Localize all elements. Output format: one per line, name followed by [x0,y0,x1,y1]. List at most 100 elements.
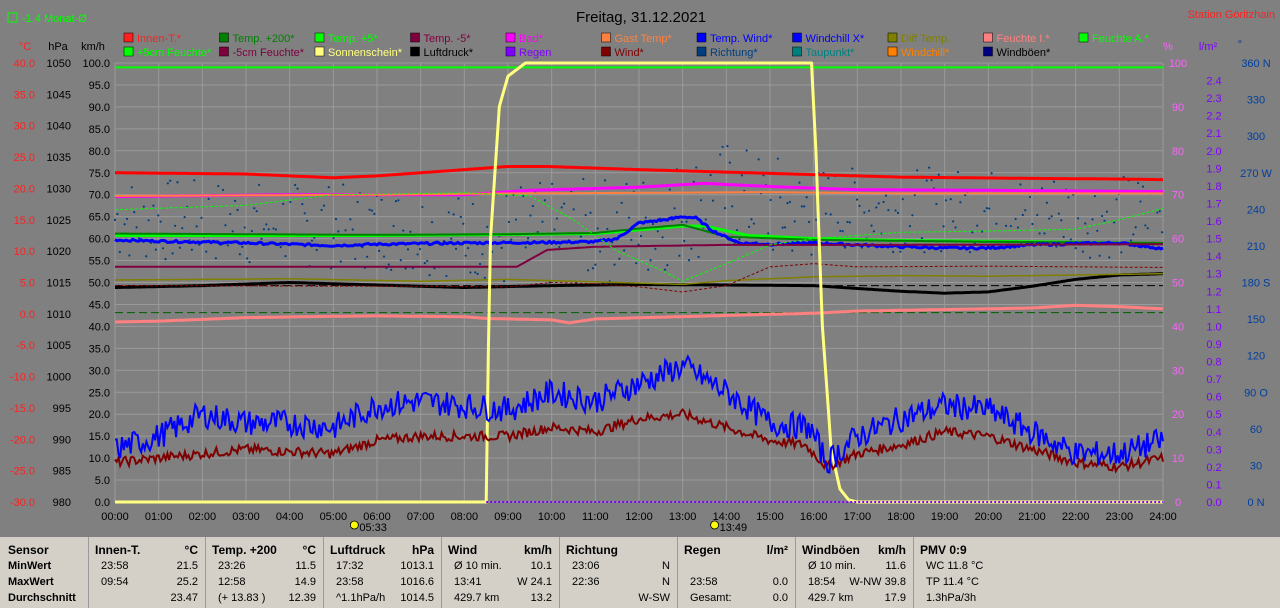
direction-point [983,210,986,213]
chart-title: Freitag, 31.12.2021 [576,9,706,26]
row-label-min: MinWert [8,560,52,572]
direction-point [692,180,695,183]
tick-press: 990 [53,434,71,446]
tick-x: 07:00 [407,511,435,523]
stats-cell-value: 0.0 [772,576,788,588]
direction-point [243,226,246,229]
direction-point [272,227,275,230]
stats-col-unit: l/m² [766,543,788,557]
stats-cell-value: 14.9 [294,576,316,588]
direction-point [680,220,683,224]
direction-point [1141,185,1145,188]
tick-x: 11:00 [582,511,609,523]
direction-point [728,161,731,164]
series-line [114,191,1163,197]
tick-press: 1020 [47,246,71,258]
direction-point [224,224,227,227]
direction-point [709,174,712,177]
direction-point [294,183,297,187]
direction-point [949,198,952,201]
legend-swatch [505,32,516,43]
direction-point [306,219,309,222]
direction-point [1112,221,1116,224]
direction-point [1067,196,1070,199]
stats-col: Luftdruck hPa 17:32 1013.1 23:58 1016.6 ^1.1hP… [323,537,442,608]
direction-point [356,200,359,204]
tick-rain: 1.0 [1206,321,1221,333]
direction-point [445,274,448,278]
direction-point [245,257,249,260]
sun-icon [710,520,719,530]
stats-cell-label: Ø 10 min. [808,560,856,572]
direction-point [178,246,181,249]
tick-temp: -30.0 [10,497,35,509]
series-line [114,192,1164,282]
tick-x: 00:00 [101,511,129,523]
direction-point [123,223,126,226]
direction-point [195,225,198,228]
tick-rain: 1.1 [1206,304,1221,316]
direction-point [738,238,741,241]
direction-point [133,210,136,214]
stats-cell-value: 1014.5 [400,592,434,604]
direction-point [884,194,888,197]
direction-point [390,268,393,271]
direction-point [349,218,352,221]
direction-point [815,218,818,221]
tick-rain: 0.8 [1206,357,1221,369]
direction-point [135,226,138,229]
stats-col: Innen-T. °C 23:58 21.5 09:54 25.2 23.47 [88,537,206,608]
legend-label: +5cm Feuchte* [137,47,212,59]
direction-point [594,263,597,266]
direction-point [623,249,626,252]
direction-point [462,222,465,225]
direction-point [596,227,599,230]
sun-icon [349,520,359,530]
legend-label: Gast Temp* [615,33,673,45]
direction-point [507,220,510,224]
tick-pct: 10 [1172,453,1184,465]
direction-point [387,263,390,266]
tick-dir: 60 [1250,424,1262,436]
tick-wind: 95.0 [89,80,110,92]
stats-col-title: Wind [448,543,478,557]
series-line [115,243,1163,268]
direction-point [769,198,772,202]
direction-point [524,246,527,249]
tick-wind: 65.0 [89,212,110,224]
direction-point [928,166,931,169]
direction-point [663,268,667,271]
direction-point [558,245,561,249]
direction-point [416,253,419,256]
tick-temp: 40.0 [14,58,35,70]
direction-point [887,208,890,212]
direction-point [872,230,876,233]
direction-point [481,253,484,256]
stats-cell-value: 11.6 [885,560,906,572]
tick-pct: 40 [1172,321,1184,333]
stats-cell-label: 22:36 [572,576,600,588]
direction-point [839,229,842,232]
direction-point [644,216,647,219]
direction-point [394,200,398,203]
tick-rain: 1.9 [1206,163,1221,175]
tick-x: 20:00 [975,511,1003,523]
direction-point [514,218,518,221]
direction-point [214,257,217,260]
direction-point [990,172,993,175]
direction-point [459,215,462,219]
direction-point [284,254,287,258]
direction-point [1158,210,1161,213]
direction-point [464,254,467,257]
tick-press: 1040 [47,121,71,133]
direction-point [793,220,796,223]
direction-point [1040,187,1044,190]
direction-point [1108,256,1111,259]
stats-cell-value: W 24.1 [517,576,552,588]
direction-point [894,209,897,212]
direction-point [1091,218,1094,221]
tick-pct: 30 [1172,365,1184,377]
direction-point [399,258,402,262]
direction-point [373,212,376,215]
tick-rain: 1.2 [1206,286,1221,298]
